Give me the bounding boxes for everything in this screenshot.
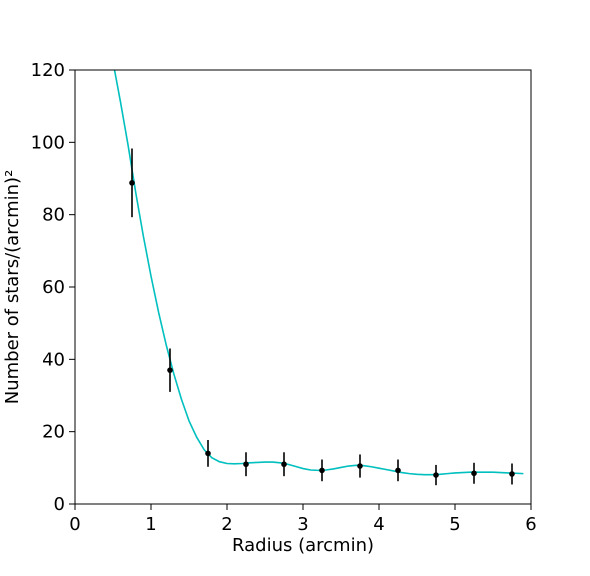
x-tick-label: 3 [297,514,308,535]
y-tick-label: 120 [31,60,65,81]
data-point [205,450,211,457]
data-point [357,463,363,469]
y-axis: 0 20 40 60 80 100 120 [31,60,75,515]
y-tick-label: 20 [42,422,65,443]
data-point [129,180,135,186]
data-point [509,471,515,477]
point-layer [129,180,515,478]
x-axis-label: Radius (arcmin) [232,535,374,556]
y-tick-label: 80 [42,205,65,226]
data-point [243,461,249,468]
x-tick-label: 0 [69,514,80,535]
x-tick-label: 1 [145,514,156,535]
x-tick-label: 5 [449,514,460,535]
x-axis: 0 1 2 3 4 5 6 [69,504,537,535]
fit-layer [113,69,524,476]
fit-curve-line [113,69,524,476]
data-point [167,367,173,373]
y-tick-label: 100 [31,132,65,153]
data-point [433,472,439,478]
y-tick-label: 0 [54,494,65,515]
x-tick-label: 6 [525,514,536,535]
data-point [281,461,287,468]
plot-background [75,70,531,504]
x-tick-label: 4 [373,514,384,535]
y-tick-label: 60 [42,277,65,298]
x-tick-label: 2 [221,514,232,535]
y-tick-label: 40 [42,349,65,370]
data-point [395,467,401,474]
y-axis-label: Number of stars/(arcmin)² [2,170,23,405]
data-point [319,467,325,474]
data-point [471,470,477,477]
